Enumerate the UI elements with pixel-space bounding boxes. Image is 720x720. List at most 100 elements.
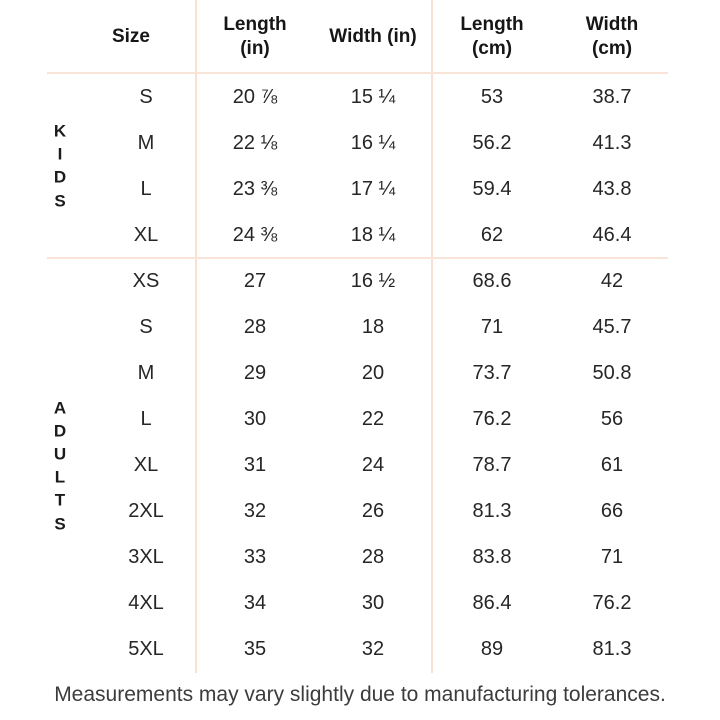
width-in-cell: 18 [361,315,385,338]
table-row: 4XL 34 30 86.4 76.2 [0,581,720,627]
width-cm-cell: 46.4 [592,223,632,246]
width-cm-cell: 38.7 [592,85,632,108]
section-divider-line [47,257,668,259]
table-row: L 23 ⅜ 17 ¼ 59.4 43.8 [0,166,720,212]
width-in-cell: 28 [361,546,385,569]
size-cell: S [139,85,153,108]
header-length-cm: Length (cm) [432,13,552,61]
tolerance-note: Measurements may vary slightly due to ma… [54,683,666,706]
length-cm-cell: 78.7 [472,453,512,476]
column-divider-1 [195,0,197,673]
width-cm-cell: 76.2 [592,592,632,615]
header-length-in-line1: Length [223,14,287,35]
length-in-cell: 22 ⅛ [232,131,278,154]
width-cm-cell: 42 [600,269,624,292]
width-cm-cell: 45.7 [592,315,632,338]
width-in-cell: 32 [361,638,385,661]
width-in-cell: 26 [361,500,385,523]
width-in-cell: 20 [361,361,385,384]
length-cm-cell: 62 [480,223,504,246]
table-row: M 22 ⅛ 16 ¼ 56.2 41.3 [0,120,720,166]
table-row: M 29 20 73.7 50.8 [0,350,720,396]
header-divider-line [47,72,668,74]
table-row: 5XL 35 32 89 81.3 [0,627,720,673]
length-cm-cell: 81.3 [472,500,512,523]
width-in-cell: 15 ¼ [350,85,396,108]
length-in-cell: 27 [243,269,267,292]
width-in-cell: 22 [361,407,385,430]
size-cell: 5XL [128,638,164,661]
header-width-cm: Width (cm) [552,13,672,61]
size-cell: S [139,315,153,338]
header-length-in: Length (in) [196,13,314,61]
width-cm-cell: 41.3 [592,131,632,154]
header-size: Size [96,25,196,49]
size-cell: XL [133,223,159,246]
length-cm-cell: 83.8 [472,546,512,569]
column-divider-2 [431,0,433,673]
length-in-cell: 31 [243,453,267,476]
width-in-cell: 16 ½ [350,269,396,292]
table-row: S 28 18 71 45.7 [0,304,720,350]
table-row: L 30 22 76.2 56 [0,396,720,442]
size-cell: XL [133,453,159,476]
length-cm-cell: 71 [480,315,504,338]
size-cell: XS [132,269,160,292]
length-cm-cell: 76.2 [472,407,512,430]
table-row: 3XL 33 28 83.8 71 [0,535,720,581]
kids-section: KIDS S 20 ⅞ 15 ¼ 53 38.7 M 22 ⅛ 16 ¼ 56.… [0,74,720,258]
width-in-cell: 24 [361,453,385,476]
header-length-in-line2: (in) [240,38,270,59]
width-cm-cell: 43.8 [592,177,632,200]
header-width-cm-line2: (cm) [591,38,633,59]
length-in-cell: 24 ⅜ [232,223,278,246]
size-cell: L [140,407,152,430]
width-cm-cell: 66 [600,500,624,523]
length-cm-cell: 59.4 [472,177,512,200]
length-in-cell: 20 ⅞ [232,85,278,108]
table-header-row: Size Length (in) Width (in) Length (cm) … [0,0,720,74]
table-row: XL 31 24 78.7 61 [0,442,720,488]
width-cm-cell: 61 [600,453,624,476]
width-in-cell: 16 ¼ [350,131,396,154]
size-cell: M [137,131,155,154]
length-cm-cell: 68.6 [472,269,512,292]
size-cell: L [140,177,152,200]
length-cm-cell: 73.7 [472,361,512,384]
group-label-adults: ADULTS [53,397,67,533]
width-cm-cell: 71 [600,546,624,569]
table-row: XS 27 16 ½ 68.6 42 [0,258,720,304]
length-in-cell: 23 ⅜ [232,177,278,200]
size-cell: 4XL [128,592,164,615]
table-row: XL 24 ⅜ 18 ¼ 62 46.4 [0,212,720,258]
width-cm-cell: 81.3 [592,638,632,661]
header-width-in: Width (in) [314,25,432,49]
length-in-cell: 32 [243,500,267,523]
length-in-cell: 28 [243,315,267,338]
length-cm-cell: 89 [480,638,504,661]
length-in-cell: 35 [243,638,267,661]
width-in-cell: 17 ¼ [350,177,396,200]
adults-section: ADULTS XS 27 16 ½ 68.6 42 S 28 18 71 45.… [0,258,720,673]
table-row: 2XL 32 26 81.3 66 [0,489,720,535]
header-size-line1: Size [111,26,151,47]
length-in-cell: 29 [243,361,267,384]
header-length-cm-line1: Length [460,14,524,35]
length-in-cell: 34 [243,592,267,615]
header-width-cm-line1: Width [585,14,639,35]
width-in-cell: 18 ¼ [350,223,396,246]
size-cell: 3XL [128,546,164,569]
length-cm-cell: 56.2 [472,131,512,154]
group-label-kids: KIDS [53,121,67,211]
length-in-cell: 30 [243,407,267,430]
header-length-cm-line2: (cm) [471,38,513,59]
length-in-cell: 33 [243,546,267,569]
header-width-in-line1: Width (in) [329,26,417,47]
table-row: S 20 ⅞ 15 ¼ 53 38.7 [0,74,720,120]
width-cm-cell: 50.8 [592,361,632,384]
size-cell: M [137,361,155,384]
length-cm-cell: 86.4 [472,592,512,615]
length-cm-cell: 53 [480,85,504,108]
width-cm-cell: 56 [600,407,624,430]
